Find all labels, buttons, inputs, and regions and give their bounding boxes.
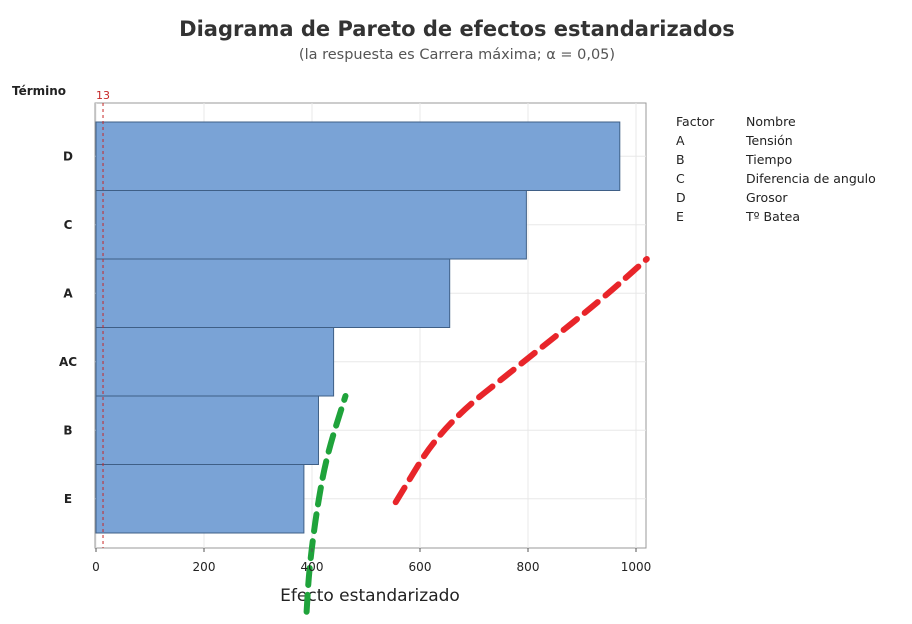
bar-b [95, 395, 319, 465]
red-dashed-curve [392, 256, 650, 506]
category-label-c: C [64, 218, 73, 232]
legend-name-a: Tensión [745, 133, 793, 148]
legend-name-d: Grosor [746, 190, 788, 205]
x-tick-label: 1000 [621, 560, 652, 574]
legend-header-name: Nombre [746, 114, 796, 129]
factor-legend: Factor Nombre A Tensión B Tiempo C Diferencia d… [676, 114, 876, 224]
category-label-ac: AC [59, 355, 77, 369]
category-label-a: A [63, 286, 73, 300]
legend-name-e: Tº Batea [745, 209, 800, 224]
chart-title: Diagrama de Pareto de efectos estandariz… [179, 17, 735, 41]
y-axis-title: Término [12, 84, 66, 98]
legend-factor-a: A [676, 133, 685, 148]
category-label-d: D [63, 149, 73, 163]
legend-header-factor: Factor [676, 114, 715, 129]
green-dashed-curve [303, 393, 349, 615]
bar-c [95, 190, 527, 260]
legend-factor-b: B [676, 152, 685, 167]
legend-factor-d: D [676, 190, 686, 205]
x-tick-labels: 0 200 400 600 800 1000 [92, 548, 651, 574]
reference-line-group: 13 [96, 89, 110, 548]
reference-line-label: 13 [96, 89, 110, 102]
bar-e [95, 464, 305, 534]
bar-d [95, 121, 621, 191]
bar-ac [95, 327, 335, 397]
legend-factor-c: C [676, 171, 685, 186]
x-tick-label: 400 [301, 560, 324, 574]
x-tick-label: 600 [409, 560, 432, 574]
x-axis-title: Efecto estandarizado [280, 586, 460, 606]
category-label-e: E [64, 492, 72, 506]
x-tick-label: 0 [92, 560, 100, 574]
bar-a [95, 258, 451, 328]
legend-name-c: Diferencia de angulo [746, 171, 876, 186]
legend-name-b: Tiempo [745, 152, 792, 167]
annotation-curves [303, 256, 650, 615]
chart-subtitle: (la respuesta es Carrera máxima; α = 0,0… [299, 47, 615, 63]
x-tick-label: 200 [193, 560, 216, 574]
bars [95, 121, 621, 534]
category-label-b: B [63, 423, 72, 437]
x-tick-label: 800 [517, 560, 540, 574]
category-labels: D C A AC B E [59, 149, 77, 506]
legend-factor-e: E [676, 209, 684, 224]
